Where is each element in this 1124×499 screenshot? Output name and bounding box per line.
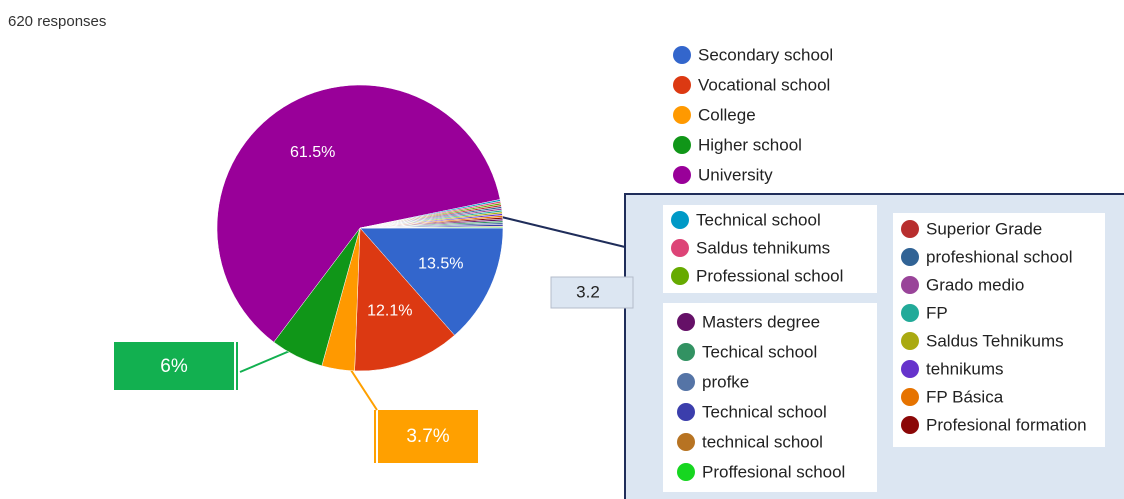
legend-label: Profesional formation [926, 415, 1087, 434]
annotation: 3.2 [576, 282, 600, 301]
callout-label: 3.7% [406, 426, 449, 447]
legend-swatch [677, 313, 695, 331]
legend-swatch [901, 332, 919, 350]
pie-slice [216, 84, 501, 343]
legend-label: FP Básica [926, 387, 1004, 406]
annotation-box [550, 276, 634, 309]
legend-label: tehnikums [926, 359, 1003, 378]
legend-swatch [901, 360, 919, 378]
legend-swatch [671, 211, 689, 229]
legend-swatch [677, 403, 695, 421]
legend-label: College [698, 105, 756, 124]
legend-swatch [901, 220, 919, 238]
legend-swatch [671, 239, 689, 257]
connector [484, 212, 626, 248]
legend-box [663, 303, 877, 492]
legend-swatch [901, 416, 919, 434]
legend-label: Secondary school [698, 45, 833, 64]
responses-count: 620 responses [8, 13, 106, 30]
legend-swatch [901, 248, 919, 266]
legend-label: Proffesional school [702, 462, 845, 481]
callout-label: 6% [160, 356, 188, 377]
legend-swatch [677, 373, 695, 391]
legend-label: Techical school [702, 342, 817, 361]
panel-border [624, 193, 1124, 499]
legend-label: University [698, 165, 773, 184]
legend-swatch [673, 46, 691, 64]
legend-box [893, 213, 1105, 447]
callout-box [378, 410, 478, 463]
legend-swatch [677, 433, 695, 451]
slice-label: 12.1% [367, 303, 412, 320]
legend-swatch [673, 166, 691, 184]
legend-swatch [677, 463, 695, 481]
legend-label: technical school [702, 432, 823, 451]
legend-label: Professional school [696, 266, 843, 285]
legend-label: Higher school [698, 135, 802, 154]
legend-label: profeshional school [926, 247, 1072, 266]
legend-label: profke [702, 372, 749, 391]
legend-label: Grado medio [926, 275, 1024, 294]
legend-label: Superior Grade [926, 219, 1042, 238]
pie-slice [354, 227, 455, 372]
legend-swatch [673, 76, 691, 94]
legend-label: Technical school [696, 210, 821, 229]
legend-swatch [673, 136, 691, 154]
legend-label: Masters degree [702, 312, 820, 331]
legend-swatch [901, 276, 919, 294]
legend-label: Saldus tehnikums [696, 238, 830, 257]
legend-swatch [901, 388, 919, 406]
legend-label: Vocational school [698, 75, 830, 94]
slice-label: 13.5% [418, 256, 463, 273]
legend-swatch [671, 267, 689, 285]
legend-label: FP [926, 303, 948, 322]
pie-slice [359, 227, 504, 336]
legend-box [663, 205, 877, 293]
pie-slice [359, 226, 504, 229]
legend-swatch [673, 106, 691, 124]
legend-label: Technical school [702, 402, 827, 421]
legend-label: Saldus Tehnikums [926, 331, 1064, 350]
legend-swatch [677, 343, 695, 361]
callout-box [114, 342, 234, 390]
connector [346, 363, 378, 411]
connector [239, 349, 293, 373]
legend-swatch [901, 304, 919, 322]
slice-label: 61.5% [290, 144, 335, 161]
